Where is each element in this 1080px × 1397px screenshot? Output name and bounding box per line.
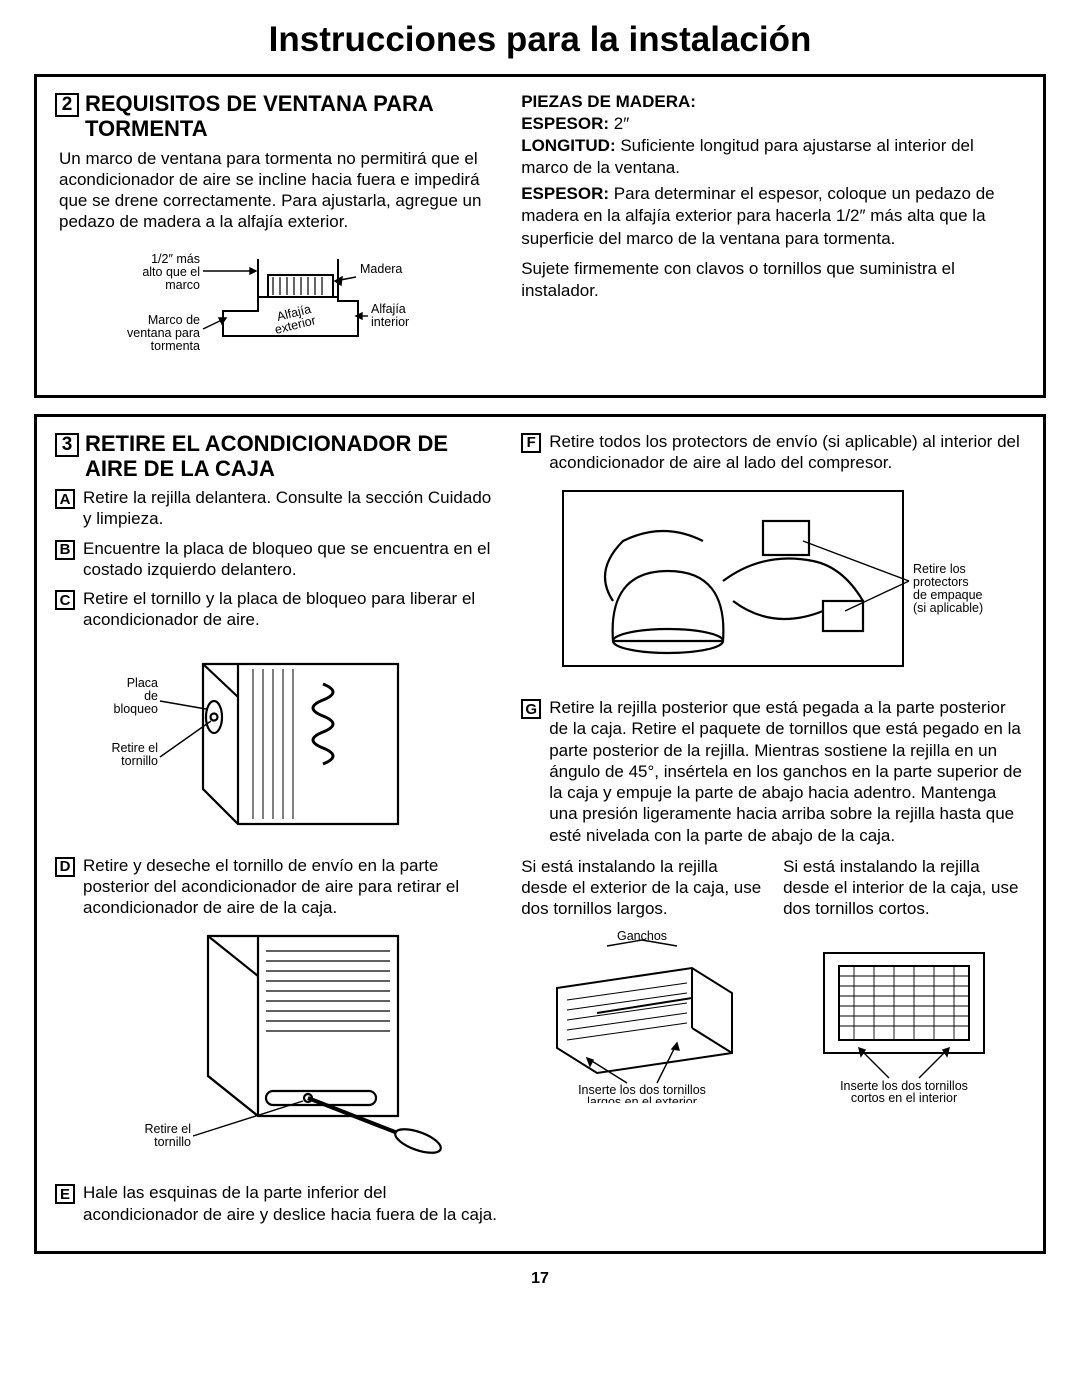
- step-letter-F: F: [521, 433, 541, 453]
- step-A: A Retire la rejilla delantera. Consulte …: [55, 487, 501, 530]
- svg-text:Retire los: Retire los: [913, 562, 966, 576]
- page-title: Instrucciones para la instalación: [34, 20, 1046, 60]
- section-2-title: REQUISITOS DE VENTANA PARA TORMENTA: [85, 91, 501, 142]
- espesor-line: ESPESOR: 2″: [521, 113, 1025, 135]
- step-D: D Retire y deseche el tornillo de envío …: [55, 855, 501, 919]
- svg-text:de empaque: de empaque: [913, 588, 983, 602]
- section-2-header: 2 REQUISITOS DE VENTANA PARA TORMENTA: [55, 91, 501, 142]
- page-number: 17: [34, 1270, 1046, 1288]
- svg-text:cortos en el interior: cortos en el interior: [851, 1091, 957, 1103]
- espesor2-line: ESPESOR: Para determinar el espesor, col…: [521, 183, 1025, 249]
- wood-heading: PIEZAS DE MADERA:: [521, 91, 1025, 113]
- section-3-box: 3 RETIRE EL ACONDICIONADOR DE AIRE DE LA…: [34, 414, 1046, 1254]
- section-2-body: Un marco de ventana para tormenta no per…: [55, 148, 501, 233]
- compressor-diagram: Retire los protectors de empaque (si apl…: [521, 481, 1025, 691]
- svg-text:Placa: Placa: [127, 676, 158, 690]
- install-left-text: Si está instalando la rejilla desde el e…: [521, 856, 763, 920]
- section-3-title: RETIRE EL ACONDICIONADOR DE AIRE DE LA C…: [85, 431, 501, 482]
- step-F: F Retire todos los protectors de envío (…: [521, 431, 1025, 474]
- svg-text:Marco de: Marco de: [148, 313, 200, 327]
- svg-text:marco: marco: [165, 278, 200, 292]
- step-B: B Encuentre la placa de bloqueo que se e…: [55, 538, 501, 581]
- svg-text:tormenta: tormenta: [151, 339, 200, 353]
- step-letter-D: D: [55, 857, 75, 877]
- svg-text:de: de: [144, 689, 158, 703]
- svg-text:interior: interior: [371, 315, 409, 329]
- longitud-line: LONGITUD: Suficiente longitud para ajust…: [521, 135, 1025, 179]
- svg-text:Madera: Madera: [360, 262, 402, 276]
- svg-text:protectors: protectors: [913, 575, 969, 589]
- section-number-2: 2: [55, 93, 79, 117]
- svg-text:Ganchos: Ganchos: [617, 929, 667, 943]
- section-2-box: 2 REQUISITOS DE VENTANA PARA TORMENTA Un…: [34, 74, 1046, 398]
- fasten-line: Sujete firmemente con clavos o tornillos…: [521, 258, 1025, 302]
- svg-text:bloqueo: bloqueo: [114, 702, 159, 716]
- step-letter-B: B: [55, 540, 75, 560]
- svg-text:tornillo: tornillo: [121, 754, 158, 768]
- shipping-screw-diagram: Retire el tornillo: [55, 926, 501, 1176]
- svg-text:1/2″ más: 1/2″ más: [151, 252, 200, 266]
- svg-text:Retire el: Retire el: [145, 1122, 192, 1136]
- svg-text:alto que el: alto que el: [142, 265, 200, 279]
- install-right-text: Si está instalando la rejilla desde el i…: [783, 856, 1025, 920]
- step-letter-G: G: [521, 699, 541, 719]
- step-letter-A: A: [55, 489, 75, 509]
- svg-text:Retire el: Retire el: [112, 741, 159, 755]
- section-3-header: 3 RETIRE EL ACONDICIONADOR DE AIRE DE LA…: [55, 431, 501, 482]
- interior-grille-diagram: Inserte los dos tornillos cortos en el i…: [783, 928, 1025, 1103]
- svg-text:(si aplicable): (si aplicable): [913, 601, 983, 615]
- svg-text:ventana para: ventana para: [127, 326, 200, 340]
- svg-text:tornillo: tornillo: [154, 1135, 191, 1149]
- step-C: C Retire el tornillo y la placa de bloqu…: [55, 588, 501, 631]
- step-letter-C: C: [55, 590, 75, 610]
- svg-text:Alfajía: Alfajía: [371, 302, 406, 316]
- step-G: G Retire la rejilla posterior que está p…: [521, 697, 1025, 846]
- section-number-3: 3: [55, 433, 79, 457]
- lockplate-diagram: Placa de bloqueo Retire el tornillo: [55, 639, 501, 849]
- section-2-diagram: 1/2″ más alto que el marco Marco de vent…: [55, 241, 501, 371]
- exterior-grille-diagram: Ganchos: [521, 928, 763, 1103]
- step-letter-E: E: [55, 1184, 75, 1204]
- step-E: E Hale las esquinas de la parte inferior…: [55, 1182, 501, 1225]
- svg-text:largos en el exterior: largos en el exterior: [587, 1095, 697, 1103]
- grille-install-columns: Si está instalando la rejilla desde el e…: [521, 856, 1025, 1109]
